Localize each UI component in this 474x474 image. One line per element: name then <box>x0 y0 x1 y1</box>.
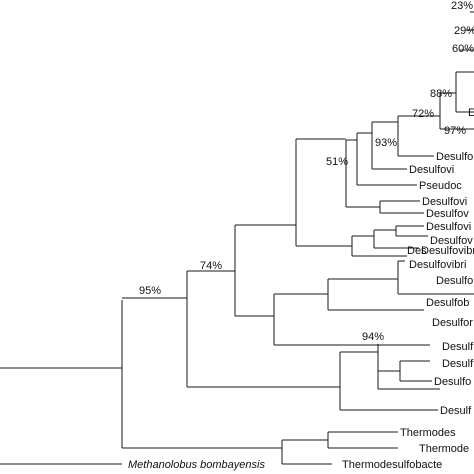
taxon-label: Desulfo <box>436 151 473 163</box>
taxon-label: Desulfovibr <box>421 245 474 257</box>
taxon-label: Thermodes <box>400 427 456 439</box>
lower-subclade-branches <box>235 260 474 346</box>
clade-72-branches <box>398 11 474 130</box>
bootstrap-23: 23% <box>451 0 473 12</box>
taxon-label: Desulfovi <box>409 164 454 176</box>
clade-94-branches <box>339 344 440 411</box>
taxon-label: Desulfovi <box>426 221 471 233</box>
taxon-label: Desulfov <box>426 208 469 220</box>
taxon-label: Desulf <box>442 341 474 353</box>
ingroup-branches <box>122 271 340 388</box>
taxon-label: Desulfov <box>430 235 473 247</box>
bootstrap-88: 88% <box>430 88 452 100</box>
bootstrap-74: 74% <box>200 260 222 272</box>
taxon-label: Pseudoc <box>419 180 462 192</box>
bootstrap-97: 97% <box>444 125 466 137</box>
taxon-label: Des <box>407 245 427 257</box>
bootstrap-72: 72% <box>412 108 434 120</box>
bootstrap-93: 93% <box>375 137 397 149</box>
taxon-label: Thermode <box>419 443 469 455</box>
taxon-label: Desulfob <box>426 297 469 309</box>
taxon-label: Desulfovi <box>422 196 467 208</box>
middle-subclade-branches <box>296 225 428 257</box>
taxon-label: Desulfovibri <box>409 259 466 271</box>
root-branches <box>0 300 123 465</box>
bootstrap-51: 51% <box>326 156 348 168</box>
taxon-label: Desulfor <box>432 317 473 329</box>
taxon-label: Desulfo <box>434 376 471 388</box>
thermo-clade-branches <box>122 431 398 465</box>
taxon-label: Desulf <box>440 405 472 417</box>
taxon-label: Methanolobus bombayensis <box>128 459 265 471</box>
taxon-label: Desulf <box>442 358 474 370</box>
taxon-label: Thermodesulfobacte <box>342 459 442 471</box>
bootstrap-94: 94% <box>362 331 384 343</box>
clade-51-branches <box>296 138 424 214</box>
main-clade-branches <box>187 139 297 316</box>
bootstrap-95: 95% <box>139 285 161 297</box>
taxon-label: Desulfo <box>436 275 473 287</box>
bootstrap-60: 60% <box>452 43 474 55</box>
bootstrap-29: 29% <box>454 25 474 37</box>
taxon-label: E <box>468 107 474 119</box>
clade-93-branches <box>346 116 434 186</box>
